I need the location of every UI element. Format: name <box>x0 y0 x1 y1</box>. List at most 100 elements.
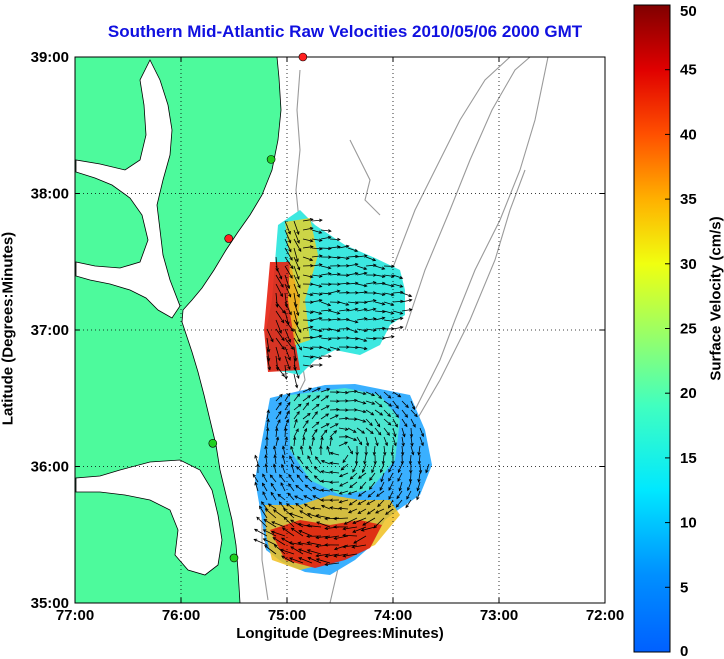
velocity-arrowhead <box>408 479 413 483</box>
velocity-arrowhead <box>365 442 370 447</box>
velocity-arrowhead <box>275 436 280 441</box>
velocity-arrow <box>320 395 329 402</box>
velocity-arrowhead <box>309 239 314 243</box>
velocity-arrow <box>419 436 424 446</box>
velocity-arrowhead <box>277 419 281 423</box>
velocity-arrowhead <box>288 541 293 545</box>
velocity-arrow <box>293 364 300 379</box>
velocity-arrowhead <box>336 328 341 333</box>
velocity-arrow <box>302 326 313 330</box>
velocity-arrow <box>357 499 367 505</box>
velocity-arrow <box>284 238 292 252</box>
radar-station-marker <box>208 438 218 448</box>
velocity-arrowhead <box>324 517 328 521</box>
velocity-arrow <box>419 463 422 474</box>
velocity-arrowhead <box>372 328 377 332</box>
velocity-arrowhead <box>375 442 379 447</box>
velocity-arrowhead <box>324 526 329 531</box>
velocity-arrowhead <box>281 346 285 351</box>
velocity-arrow <box>382 454 385 464</box>
velocity-arrow <box>392 274 403 279</box>
velocity-arrowhead <box>262 529 267 533</box>
velocity-arrow <box>349 481 358 488</box>
velocity-arrow <box>368 490 376 498</box>
velocity-arrow <box>320 405 330 411</box>
velocity-arrowhead <box>287 492 292 497</box>
velocity-arrowhead <box>382 281 386 286</box>
velocity-arrow <box>275 402 282 411</box>
velocity-arrowhead <box>320 504 325 509</box>
velocity-arrowhead <box>290 445 294 450</box>
velocity-arrowhead <box>336 311 341 315</box>
velocity-arrow <box>343 544 358 548</box>
velocity-arrowhead <box>345 408 349 412</box>
velocity-arrow <box>311 421 320 429</box>
velocity-arrow <box>302 428 307 438</box>
velocity-arrowhead <box>373 461 377 465</box>
velocity-arrow <box>383 283 394 287</box>
velocity-arrowhead <box>307 556 312 561</box>
velocity-arrowhead <box>408 308 413 312</box>
velocity-arrow <box>290 446 295 456</box>
velocity-arrow <box>356 391 366 395</box>
velocity-arrow <box>396 490 403 499</box>
velocity-arrow <box>374 418 381 427</box>
velocity-arrowhead <box>262 491 266 495</box>
velocity-arrow <box>293 301 299 316</box>
velocity-arrow <box>410 400 415 410</box>
velocity-arrow <box>284 319 294 332</box>
velocity-arrow <box>347 436 357 441</box>
velocity-arrow <box>369 472 376 481</box>
velocity-arrowhead <box>417 461 422 465</box>
velocity-arrow <box>275 283 283 297</box>
velocity-arrowhead <box>334 423 339 427</box>
velocity-arrow <box>293 437 296 447</box>
velocity-arrowhead <box>390 335 395 339</box>
velocity-arrowhead <box>399 325 404 330</box>
velocity-arrowhead <box>327 266 332 270</box>
velocity-arrow <box>311 247 322 250</box>
velocity-arrow <box>340 463 349 471</box>
velocity-arrow <box>329 238 341 241</box>
velocity-arrowhead <box>393 433 397 438</box>
velocity-arrow <box>383 427 390 436</box>
colorbar-tick-label: 35 <box>680 191 697 208</box>
velocity-arrowhead <box>264 445 268 450</box>
velocity-arrow <box>311 219 322 222</box>
velocity-arrowhead <box>354 329 359 333</box>
x-tick-label: 77:00 <box>56 607 94 624</box>
velocity-arrow <box>302 346 313 350</box>
velocity-arrowhead <box>425 469 429 474</box>
velocity-arrowhead <box>320 470 325 474</box>
velocity-arrowhead <box>381 274 386 278</box>
velocity-arrow <box>352 463 358 473</box>
velocity-arrowhead <box>294 384 299 389</box>
colorbar-tick-label: 5 <box>680 579 688 596</box>
velocity-arrowhead <box>373 524 378 529</box>
velocity-arrowhead <box>294 418 298 423</box>
velocity-arrow <box>266 346 270 361</box>
velocity-arrowhead <box>272 537 277 541</box>
velocity-arrowhead <box>288 473 292 478</box>
velocity-arrowhead <box>345 390 349 395</box>
velocity-arrow <box>311 264 322 267</box>
velocity-arrow <box>417 481 421 491</box>
velocity-arrow <box>365 282 376 285</box>
velocity-arrow <box>320 236 331 240</box>
velocity-arrowhead <box>266 409 270 414</box>
velocity-arrow <box>375 508 385 514</box>
velocity-arrowhead <box>308 387 312 391</box>
velocity-arrowhead <box>254 481 258 486</box>
velocity-arrow <box>383 445 386 455</box>
velocity-arrowhead <box>354 398 358 403</box>
velocity-arrow <box>281 555 295 564</box>
velocity-arrow <box>271 521 286 528</box>
velocity-arrowhead <box>402 433 406 438</box>
velocity-arrow <box>266 428 269 438</box>
velocity-arrowhead <box>327 235 332 240</box>
velocity-arrowhead <box>378 395 382 400</box>
velocity-arrowhead <box>277 357 281 362</box>
velocity-arrowhead <box>357 510 362 514</box>
velocity-arrowhead <box>319 445 323 449</box>
